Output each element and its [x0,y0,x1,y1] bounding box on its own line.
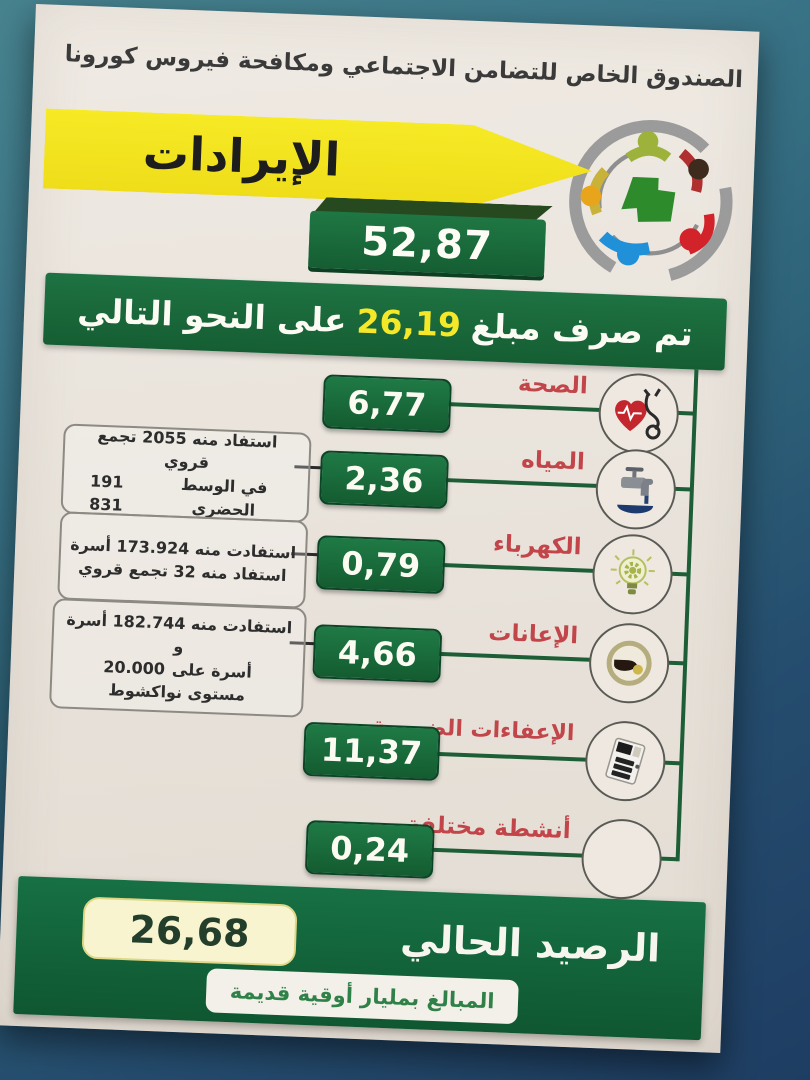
note-aid: استفادت منه 182.744 أسرة و 20.000 أسرة ع… [48,598,308,718]
note-aid-number: 20.000 [102,657,166,679]
note-aid-line2: أسرة على [171,659,253,682]
spent-text-suffix: على النحو التالي [76,290,348,340]
health-icon [597,371,681,455]
category-value-aid: 4,66 [312,624,443,684]
water-tap-icon [594,447,678,531]
balance-value: 26,68 [81,896,298,967]
category-value-health: 6,77 [321,374,452,434]
balance-label: الرصيد الحالي [399,916,662,971]
category-value-misc: 0,24 [304,819,435,879]
poster: الصندوق الخاص للتضامن الاجتماعي ومكافحة … [0,4,760,1054]
revenue-value: 52,87 [308,210,547,277]
spent-text-prefix: تم صرف مبلغ [470,305,694,353]
empty-circle-icon [580,817,664,901]
connector-spine [675,369,699,862]
light-bulb-icon [591,532,675,616]
spent-amount: 26,19 [355,301,462,345]
category-value-water: 2,36 [319,450,449,510]
category-value-electricity: 0,79 [315,535,446,595]
note-electricity: استفادت منه 173.924 أسرة استفاد منه 32 ت… [57,511,309,609]
cash-register-icon [583,719,667,803]
revenue-banner-label: الإيرادات [141,125,342,187]
category-label-electricity: الكهرباء [492,530,583,561]
category-value-tax: 11,37 [302,721,441,782]
revenue-banner-arrow: الإيرادات [43,108,594,209]
header-title: الصندوق الخاص للتضامن الاجتماعي ومكافحة … [64,41,744,94]
category-label-aid: الإعانات [487,619,579,650]
note-water: استفاد منه 2055 تجمع قروي 191 831 في الو… [60,423,312,523]
hand-coin-icon [587,621,671,705]
category-label-health: الصحة [517,370,589,400]
category-label-water: المياه [520,446,586,476]
note-water-number: 191 831 [88,471,124,515]
fund-logo [569,120,733,284]
currency-footnote: المبالغ بمليار أوقية قديمة [205,968,519,1025]
spent-banner: تم صرف مبلغ 26,19 على النحو التالي [42,272,728,371]
balance-panel: الرصيد الحالي 26,68 المبالغ بمليار أوقية… [13,875,707,1041]
